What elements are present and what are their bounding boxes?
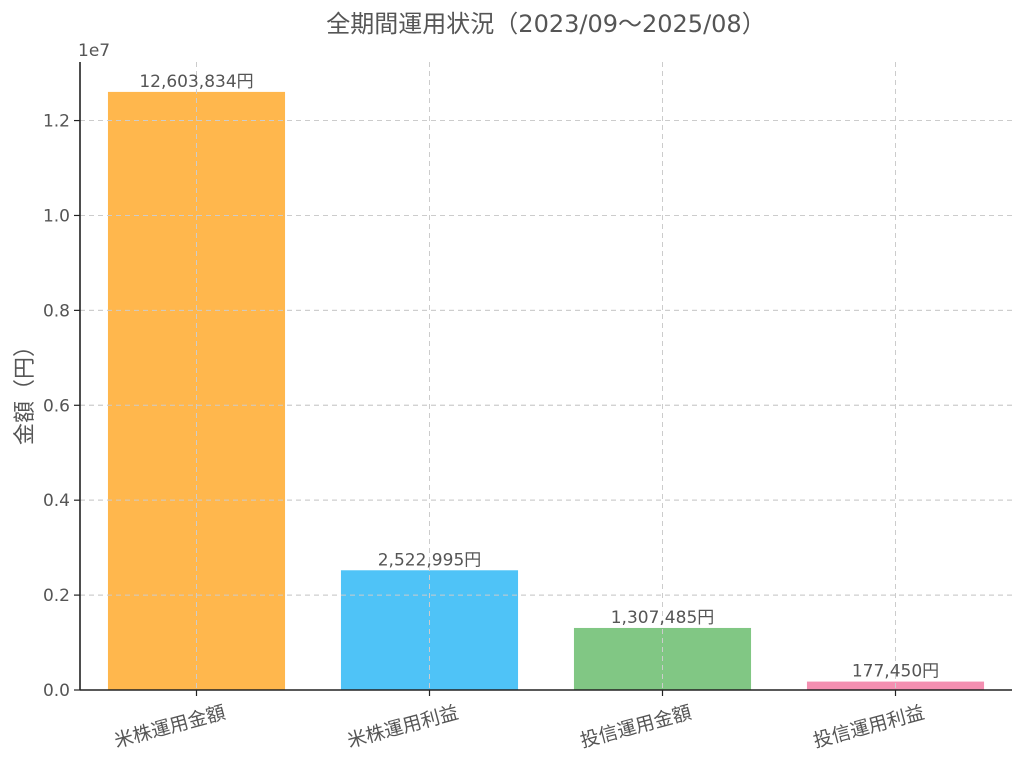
x-tick-label: 米株運用利益 <box>345 702 461 753</box>
y-tick-label: 1.2 <box>43 112 70 132</box>
y-tick-label: 0.4 <box>43 491 70 511</box>
x-tick-label: 投信運用金額 <box>578 702 694 753</box>
bar-data-label: 12,603,834円 <box>139 72 253 92</box>
x-tick-label: 米株運用金額 <box>112 702 228 753</box>
axes <box>79 62 1012 691</box>
x-ticks: 米株運用金額 米株運用利益 投信運用金額 投信運用利益 <box>112 690 927 752</box>
y-tick-label: 1.0 <box>43 206 70 226</box>
y-tick-label: 0.2 <box>43 586 70 606</box>
y-tick-label: 0.6 <box>43 396 70 416</box>
chart-title: 全期間運用状況（2023/09〜2025/08） <box>326 10 765 38</box>
data-labels: 12,603,834円 2,522,995円 1,307,485円 177,450円 <box>139 72 939 682</box>
bar-data-label: 1,307,485円 <box>611 608 715 628</box>
bar-data-label: 177,450円 <box>852 662 939 682</box>
x-tick-label: 投信運用利益 <box>811 702 927 753</box>
bar-data-label: 2,522,995円 <box>378 550 482 570</box>
bars <box>80 62 1012 690</box>
y-tick-label: 0.8 <box>43 301 70 321</box>
y-tick-label: 0.0 <box>43 681 70 701</box>
y-axis-offset-label: 1e7 <box>78 41 110 61</box>
y-ticks: 0.0 0.2 0.4 0.6 0.8 1.0 1.2 <box>43 112 80 701</box>
y-axis-label: 金額（円） <box>13 335 38 445</box>
